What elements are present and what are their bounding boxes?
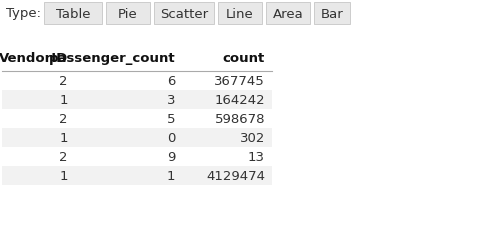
Text: 2: 2: [60, 150, 68, 163]
Text: 1: 1: [60, 169, 68, 182]
Text: 302: 302: [240, 131, 265, 144]
Text: 9: 9: [166, 150, 175, 163]
Text: 1: 1: [60, 94, 68, 106]
Text: Line: Line: [226, 8, 254, 20]
Text: 367745: 367745: [214, 75, 265, 88]
Text: 1: 1: [166, 169, 175, 182]
Text: 598678: 598678: [214, 112, 265, 125]
Text: Scatter: Scatter: [160, 8, 208, 20]
Text: 2: 2: [60, 75, 68, 88]
Text: 164242: 164242: [214, 94, 265, 106]
Text: Bar: Bar: [320, 8, 344, 20]
Text: 2: 2: [60, 112, 68, 125]
Bar: [154, 3, 214, 25]
Text: Area: Area: [272, 8, 304, 20]
Text: 4129474: 4129474: [206, 169, 265, 182]
Bar: [2, 147, 272, 166]
Bar: [218, 3, 262, 25]
Text: 6: 6: [166, 75, 175, 88]
Text: Table: Table: [56, 8, 90, 20]
Text: Type:: Type:: [6, 8, 41, 20]
Text: count: count: [223, 52, 265, 65]
Text: 5: 5: [166, 112, 175, 125]
Bar: [106, 3, 150, 25]
Bar: [2, 166, 272, 185]
Text: VendorID: VendorID: [0, 52, 68, 65]
Bar: [314, 3, 350, 25]
Text: 3: 3: [166, 94, 175, 106]
Bar: [2, 72, 272, 91]
Text: 0: 0: [166, 131, 175, 144]
Text: passenger_count: passenger_count: [48, 52, 175, 65]
Bar: [2, 109, 272, 128]
Bar: [44, 3, 102, 25]
Bar: [2, 91, 272, 109]
Text: Pie: Pie: [118, 8, 138, 20]
Bar: [266, 3, 310, 25]
Bar: [2, 128, 272, 147]
Text: 13: 13: [248, 150, 265, 163]
Text: 1: 1: [60, 131, 68, 144]
